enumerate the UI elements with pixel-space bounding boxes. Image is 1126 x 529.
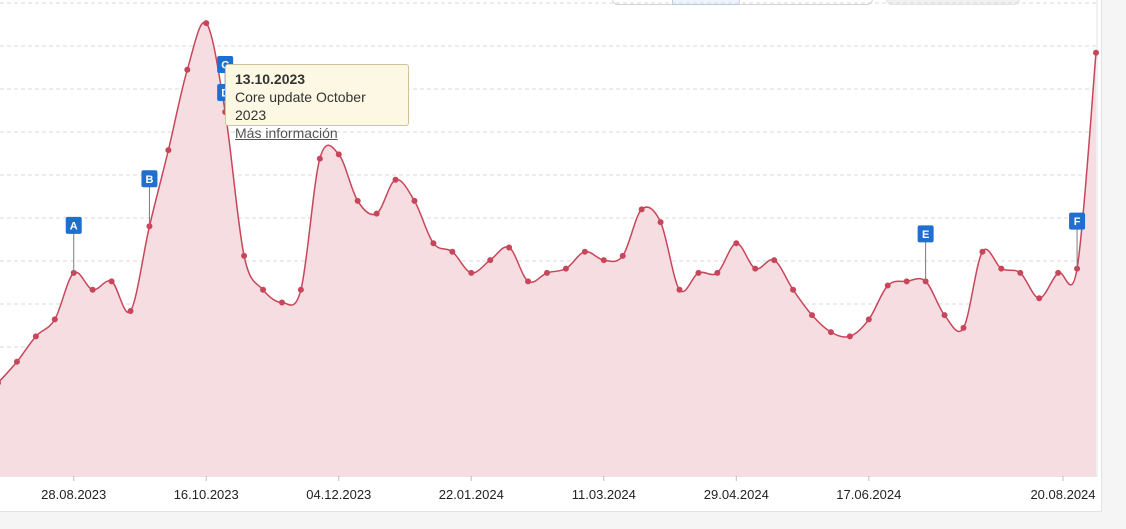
data-point[interactable]	[108, 278, 115, 285]
event-marker-b[interactable]: B	[141, 170, 158, 227]
event-marker-f[interactable]: F	[1069, 212, 1086, 269]
data-point[interactable]	[278, 299, 285, 306]
data-point[interactable]	[600, 257, 607, 264]
data-point[interactable]	[846, 333, 853, 340]
data-point[interactable]	[506, 244, 513, 251]
data-point[interactable]	[1093, 49, 1099, 56]
data-point[interactable]	[468, 269, 475, 276]
data-point[interactable]	[203, 20, 210, 27]
data-point[interactable]	[733, 240, 740, 247]
data-point[interactable]	[373, 210, 380, 217]
data-point[interactable]	[960, 324, 967, 331]
data-point[interactable]	[544, 269, 550, 276]
data-point[interactable]	[525, 278, 532, 285]
data-point[interactable]	[619, 252, 626, 259]
tooltip-more-info-link[interactable]: Más información	[235, 125, 338, 141]
data-point[interactable]	[1055, 269, 1062, 276]
marker-label: F	[1074, 216, 1081, 228]
marker-label: A	[70, 220, 78, 232]
x-tick-label: 28.08.2023	[41, 487, 106, 502]
data-point[interactable]	[884, 282, 891, 289]
data-point[interactable]	[657, 219, 664, 226]
event-marker-a[interactable]: A	[65, 216, 82, 273]
x-tick-label: 17.06.2024	[836, 487, 901, 502]
data-point[interactable]	[771, 257, 778, 264]
data-point[interactable]	[581, 248, 588, 255]
data-point[interactable]	[695, 269, 702, 276]
data-point[interactable]	[165, 147, 172, 154]
x-tick-label: 16.10.2023	[174, 487, 239, 502]
data-point[interactable]	[941, 312, 948, 319]
marker-badge	[141, 170, 158, 188]
visibility-chart: ABCDEF 28.08.202316.10.202304.12.202322.…	[0, 0, 1099, 502]
tooltip-text: Core update October 2023	[235, 89, 366, 123]
x-tick-label: 22.01.2024	[439, 487, 504, 502]
data-point[interactable]	[979, 248, 986, 255]
marker-label: B	[145, 174, 153, 186]
data-point[interactable]	[998, 265, 1005, 272]
data-point[interactable]	[51, 316, 58, 323]
x-tick-label: 29.04.2024	[704, 487, 769, 502]
marker-label: E	[922, 229, 929, 241]
data-point[interactable]	[430, 240, 437, 247]
data-point[interactable]	[127, 307, 134, 314]
data-point[interactable]	[354, 197, 361, 204]
x-tick-label: 11.03.2024	[572, 487, 636, 502]
data-point[interactable]	[89, 286, 96, 293]
data-point[interactable]	[32, 333, 39, 340]
data-point[interactable]	[449, 248, 456, 255]
data-point[interactable]	[562, 265, 569, 272]
data-point[interactable]	[316, 155, 323, 162]
data-point[interactable]	[676, 286, 683, 293]
data-point[interactable]	[13, 358, 20, 365]
data-point[interactable]	[790, 286, 797, 293]
data-point[interactable]	[411, 197, 418, 204]
data-point[interactable]	[1017, 269, 1024, 276]
event-marker-e[interactable]: E	[917, 225, 934, 282]
data-point[interactable]	[903, 278, 910, 285]
series-area	[0, 22, 1096, 476]
data-point[interactable]	[487, 257, 494, 264]
tooltip-date: 13.10.2023	[235, 71, 306, 87]
data-point[interactable]	[752, 265, 759, 272]
event-tooltip: 13.10.2023 Core update October 2023 Más …	[225, 64, 409, 141]
series-points	[0, 20, 1099, 386]
data-point[interactable]	[809, 312, 816, 319]
data-point[interactable]	[865, 316, 872, 323]
marker-badge	[917, 225, 934, 243]
data-point[interactable]	[260, 286, 267, 293]
data-point[interactable]	[827, 329, 834, 336]
marker-badge	[1069, 212, 1086, 230]
marker-badge	[65, 216, 82, 234]
x-tick-label: 04.12.2023	[306, 487, 371, 502]
data-point[interactable]	[392, 176, 399, 183]
data-point[interactable]	[714, 269, 721, 276]
data-point[interactable]	[1036, 295, 1043, 302]
data-point[interactable]	[241, 252, 248, 259]
x-tick-label: 20.08.2024	[1030, 487, 1095, 502]
x-axis: 28.08.2023 16.10.2023 04.12.2023 22.01.2024…	[41, 476, 1096, 502]
data-point[interactable]	[335, 151, 342, 158]
data-point[interactable]	[638, 206, 645, 213]
data-point[interactable]	[297, 286, 304, 293]
data-point[interactable]	[0, 380, 1, 386]
data-point[interactable]	[184, 66, 191, 73]
